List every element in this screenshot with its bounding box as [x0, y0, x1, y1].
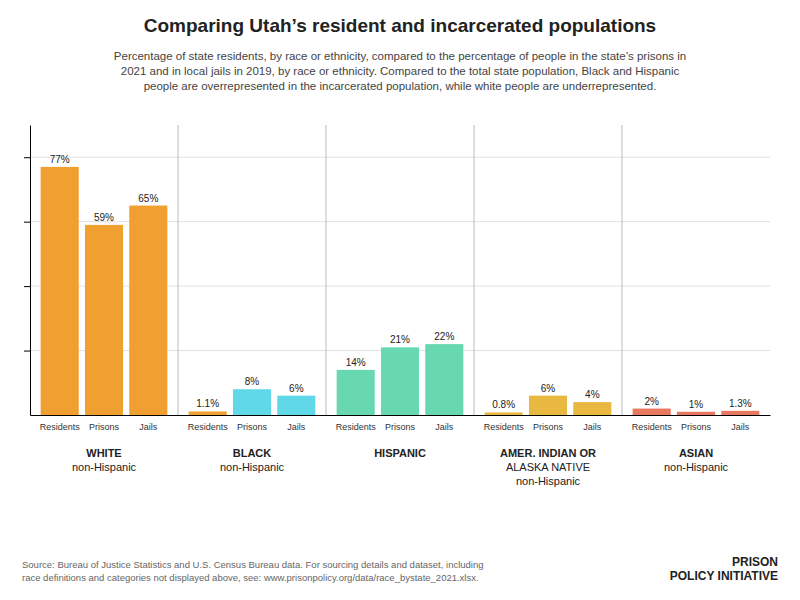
- bar: [277, 396, 315, 415]
- data-label: 4%: [585, 389, 600, 400]
- series: [41, 167, 671, 415]
- x-category-label: ASIAN non-Hispanic: [664, 447, 729, 473]
- group-separator: [178, 125, 179, 415]
- text-line: HISPANIC: [374, 447, 426, 459]
- text-line: 2021 and in local jails in 2019, by race…: [121, 65, 680, 77]
- x-category-label: BLACK non-Hispanic: [220, 447, 285, 473]
- bar: [189, 411, 227, 415]
- y-tick-mark: [24, 286, 30, 287]
- x-category-label: AMER. INDIAN OR ALASKA NATIVE non-Hispanic: [500, 447, 596, 487]
- group-separator: [326, 125, 327, 415]
- y-tick-mark: [24, 351, 30, 352]
- x-axis: [31, 415, 771, 416]
- y-tick: [24, 157, 30, 158]
- bar: [425, 344, 463, 415]
- text-line: ALASKA NATIVE: [506, 461, 590, 473]
- y-tick: [24, 351, 30, 352]
- data-label: 1.1%: [196, 398, 219, 409]
- text-line: WHITE: [86, 447, 121, 459]
- text-line: POLICY INITIATIVE: [670, 569, 778, 583]
- bar: [41, 167, 79, 415]
- text-line: non-Hispanic: [516, 475, 581, 487]
- x-axis-line: [31, 415, 771, 416]
- x-sublabel: Residents: [484, 422, 525, 432]
- text-line: Source: Bureau of Justice Statistics and…: [22, 559, 484, 570]
- y-tick-mark: [24, 222, 30, 223]
- data-label: 1%: [689, 399, 704, 410]
- annotation: PRISONPOLICY INITIATIVE: [670, 555, 778, 583]
- x-sublabel: Jails: [731, 422, 750, 432]
- group-separator: [622, 125, 623, 415]
- data-labels: 77% 1.1% 14% 0.8% 2% 59% 8% 21% 6% 1% 65% 6% 22% 4% 1.…: [50, 154, 752, 411]
- text-line: BLACK: [233, 447, 272, 459]
- bar: [677, 412, 715, 415]
- text-line: Percentage of state residents, by race o…: [114, 50, 686, 62]
- data-label: 8%: [245, 376, 260, 387]
- x-sublabel: Jails: [287, 422, 306, 432]
- x-sublabel: Prisons: [533, 422, 564, 432]
- data-label: 21%: [390, 334, 410, 345]
- x-sublabel: Prisons: [237, 422, 268, 432]
- x-sublabel: Jails: [583, 422, 602, 432]
- x-sublabel: Residents: [40, 422, 81, 432]
- data-label: 77%: [50, 154, 70, 165]
- data-label: 14%: [346, 357, 366, 368]
- data-label: 1.3%: [729, 398, 752, 409]
- text-line: non-Hispanic: [664, 461, 729, 473]
- text-line: non-Hispanic: [72, 461, 137, 473]
- bar: [381, 347, 419, 415]
- bar: [337, 370, 375, 415]
- y-tick: [24, 222, 30, 223]
- y-tick: [24, 286, 30, 287]
- text-line: AMER. INDIAN OR: [500, 447, 596, 459]
- y-axis-line: [30, 126, 31, 416]
- y-tick-mark: [24, 157, 30, 158]
- bar: [721, 411, 759, 415]
- y-axis: [24, 126, 31, 416]
- bar: [129, 206, 167, 415]
- text-line: non-Hispanic: [220, 461, 285, 473]
- x-category-label: WHITE non-Hispanic: [72, 447, 137, 473]
- data-label: 6%: [541, 383, 556, 394]
- bars: [41, 167, 760, 415]
- bar: [573, 402, 611, 415]
- data-label: 6%: [289, 383, 304, 394]
- title: Comparing Utah’s resident and incarcerat…: [144, 15, 656, 36]
- data-label: 2%: [644, 396, 659, 407]
- source: Source: Bureau of Justice Statistics and…: [22, 559, 484, 583]
- text-line: ASIAN: [679, 447, 713, 459]
- data-label: 65%: [138, 193, 158, 204]
- text-line: PRISON: [732, 555, 778, 569]
- subtitle: Percentage of state residents, by race o…: [114, 50, 686, 92]
- chart: Comparing Utah’s resident and incarcerat…: [0, 0, 800, 600]
- x-sublabel: Prisons: [385, 422, 416, 432]
- series: [85, 225, 715, 415]
- x-category-labels: WHITE non-Hispanic BLACK non-Hispanic HISPAN…: [72, 447, 729, 487]
- x-sublabel: Jails: [139, 422, 158, 432]
- x-sublabels: Residents Residents Residents Residents Resi…: [40, 422, 750, 432]
- x-sublabel: Residents: [632, 422, 673, 432]
- x-sublabel: Jails: [435, 422, 454, 432]
- data-label: 59%: [94, 212, 114, 223]
- bar: [85, 225, 123, 415]
- bar: [633, 409, 671, 415]
- series: [129, 206, 759, 415]
- x-sublabel: Residents: [188, 422, 229, 432]
- x-sublabel: Residents: [336, 422, 377, 432]
- text-line: race definitions and categories not disp…: [22, 572, 479, 583]
- bar: [485, 412, 523, 415]
- bar: [529, 396, 567, 415]
- x-category-label: HISPANIC: [374, 447, 426, 459]
- grid-line: [30, 157, 770, 158]
- data-label: 22%: [434, 331, 454, 342]
- separators: [178, 125, 622, 415]
- x-sublabel: Prisons: [681, 422, 712, 432]
- group-separator: [474, 125, 475, 415]
- data-label: 0.8%: [492, 399, 515, 410]
- text-line: people are overrepresented in the incarc…: [144, 80, 657, 92]
- bar: [233, 389, 271, 415]
- x-sublabel: Prisons: [89, 422, 120, 432]
